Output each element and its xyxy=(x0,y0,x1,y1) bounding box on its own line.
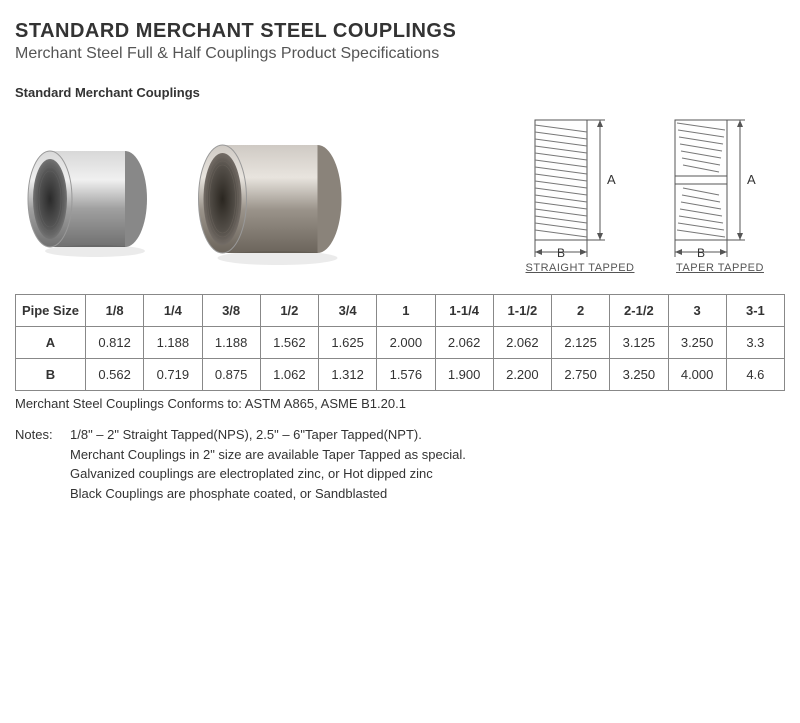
page-title: STANDARD MERCHANT STEEL COUPLINGS xyxy=(15,20,785,43)
cell-value: 3.250 xyxy=(668,327,726,359)
specs-table: Pipe Size 1/81/43/81/23/411-1/41-1/222-1… xyxy=(15,294,785,391)
size-header: 3-1 xyxy=(726,295,784,327)
dim-a-label: A xyxy=(607,172,616,187)
notes-block: Notes: 1/8" – 2" Straight Tapped(NPS), 2… xyxy=(15,425,785,503)
note-line: Galvanized couplings are electroplated z… xyxy=(70,464,785,484)
size-header: 3/8 xyxy=(202,295,260,327)
page-subtitle: Merchant Steel Full & Half Couplings Pro… xyxy=(15,45,785,63)
cell-value: 1.312 xyxy=(319,359,377,391)
size-header: 1-1/2 xyxy=(493,295,551,327)
size-header: 3/4 xyxy=(319,295,377,327)
section-label: Standard Merchant Couplings xyxy=(15,85,785,100)
size-header: 1 xyxy=(377,295,435,327)
cell-value: 1.576 xyxy=(377,359,435,391)
svg-text:B: B xyxy=(697,246,705,260)
cell-value: 0.812 xyxy=(86,327,144,359)
product-photos xyxy=(15,124,360,274)
note-line: 1/8" – 2" Straight Tapped(NPS), 2.5" – 6… xyxy=(70,425,785,445)
straight-caption: STRAIGHT TAPPED xyxy=(525,262,635,274)
cell-value: 1.562 xyxy=(260,327,318,359)
cell-value: 3.250 xyxy=(610,359,668,391)
cell-value: 2.125 xyxy=(552,327,610,359)
notes-label: Notes: xyxy=(15,425,70,503)
cell-value: 2.750 xyxy=(552,359,610,391)
cell-value: 1.188 xyxy=(202,327,260,359)
coupling-photo-1 xyxy=(15,129,165,269)
row-label: A xyxy=(16,327,86,359)
table-row: A0.8121.1881.1881.5621.6252.0002.0622.06… xyxy=(16,327,785,359)
cell-value: 0.719 xyxy=(144,359,202,391)
row-label: B xyxy=(16,359,86,391)
dim-b-label: B xyxy=(557,246,565,260)
cell-value: 1.062 xyxy=(260,359,318,391)
cell-value: 2.062 xyxy=(435,327,493,359)
conforms-text: Merchant Steel Couplings Conforms to: AS… xyxy=(15,396,785,411)
note-line: Merchant Couplings in 2" size are availa… xyxy=(70,445,785,465)
cell-value: 2.200 xyxy=(493,359,551,391)
taper-caption: TAPER TAPPED xyxy=(665,262,775,274)
cell-value: 4.6 xyxy=(726,359,784,391)
size-header: 2-1/2 xyxy=(610,295,668,327)
cell-value: 4.000 xyxy=(668,359,726,391)
technical-diagrams: A B STRAIGHT TAPPED xyxy=(525,110,785,274)
size-header: 1-1/4 xyxy=(435,295,493,327)
cell-value: 3.125 xyxy=(610,327,668,359)
size-header: 1/8 xyxy=(86,295,144,327)
size-header: 3 xyxy=(668,295,726,327)
header-label: Pipe Size xyxy=(16,295,86,327)
straight-tapped-diagram: A B STRAIGHT TAPPED xyxy=(525,110,635,274)
cell-value: 1.625 xyxy=(319,327,377,359)
table-row: B0.5620.7190.8751.0621.3121.5761.9002.20… xyxy=(16,359,785,391)
taper-tapped-diagram: A B TAPER TAPPED xyxy=(665,110,775,274)
coupling-photo-2 xyxy=(185,124,360,274)
cell-value: 1.900 xyxy=(435,359,493,391)
cell-value: 2.000 xyxy=(377,327,435,359)
note-line: Black Couplings are phosphate coated, or… xyxy=(70,484,785,504)
size-header: 1/4 xyxy=(144,295,202,327)
table-header-row: Pipe Size 1/81/43/81/23/411-1/41-1/222-1… xyxy=(16,295,785,327)
cell-value: 0.875 xyxy=(202,359,260,391)
cell-value: 3.3 xyxy=(726,327,784,359)
cell-value: 2.062 xyxy=(493,327,551,359)
size-header: 2 xyxy=(552,295,610,327)
cell-value: 1.188 xyxy=(144,327,202,359)
cell-value: 0.562 xyxy=(86,359,144,391)
notes-body: 1/8" – 2" Straight Tapped(NPS), 2.5" – 6… xyxy=(70,425,785,503)
svg-text:A: A xyxy=(747,172,756,187)
size-header: 1/2 xyxy=(260,295,318,327)
figures-row: A B STRAIGHT TAPPED xyxy=(15,110,785,274)
